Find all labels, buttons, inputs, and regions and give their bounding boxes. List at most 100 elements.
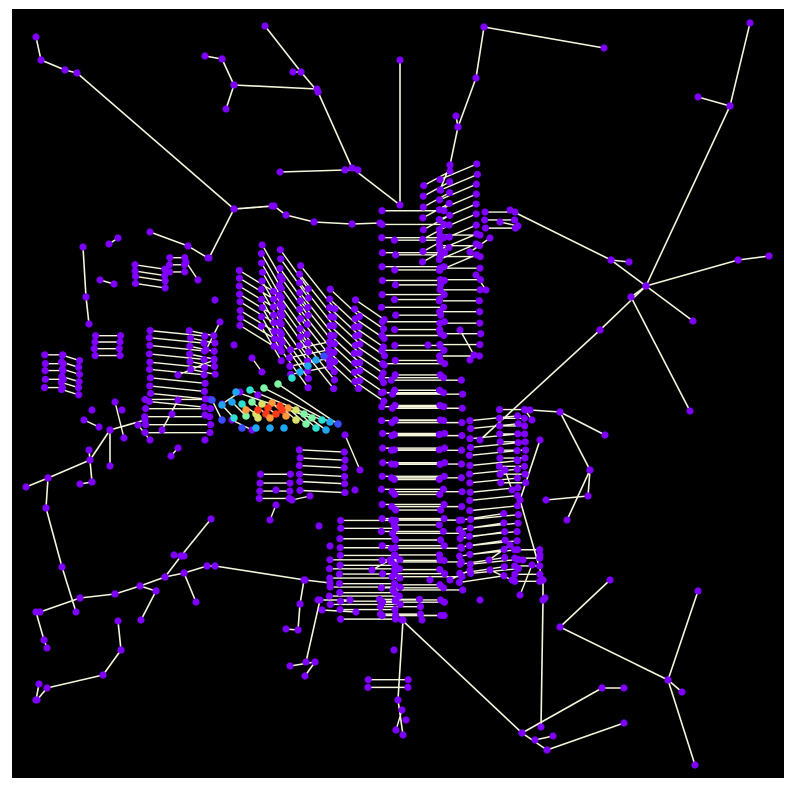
node: [296, 477, 304, 486]
node: [326, 285, 334, 293]
node: [472, 200, 480, 208]
node: [111, 398, 119, 406]
node: [420, 182, 428, 190]
edge: [645, 259, 739, 287]
node: [501, 553, 509, 562]
edge: [299, 579, 305, 605]
node: [257, 322, 266, 330]
node: [320, 352, 328, 360]
node: [313, 85, 321, 93]
node: [36, 608, 44, 616]
node: [292, 416, 300, 424]
node: [296, 486, 304, 494]
edge: [238, 285, 274, 308]
node: [435, 206, 444, 214]
node: [114, 234, 122, 242]
node: [282, 412, 290, 420]
node: [146, 327, 154, 335]
node: [211, 296, 219, 304]
node: [500, 545, 508, 554]
node: [514, 430, 522, 438]
node: [252, 424, 260, 432]
edge: [149, 361, 205, 369]
node: [391, 356, 399, 365]
node: [327, 313, 335, 321]
node: [35, 680, 43, 688]
node: [88, 478, 96, 486]
node: [268, 202, 276, 210]
node: [418, 616, 426, 624]
node: [105, 240, 113, 248]
edge: [233, 84, 318, 90]
node: [203, 562, 211, 570]
node: [330, 385, 338, 393]
node: [246, 386, 254, 394]
node: [472, 210, 480, 218]
edge: [470, 558, 519, 565]
node: [600, 44, 608, 52]
node: [111, 590, 119, 598]
node: [446, 189, 454, 197]
node: [88, 406, 96, 414]
node: [481, 216, 489, 224]
node: [378, 472, 386, 480]
node: [459, 586, 467, 594]
edge: [470, 423, 519, 430]
node: [477, 330, 485, 338]
node: [114, 617, 122, 625]
node: [75, 391, 83, 399]
node: [200, 339, 208, 347]
node: [326, 542, 334, 550]
node: [351, 377, 359, 386]
node: [336, 535, 344, 543]
node: [541, 594, 549, 602]
node: [556, 408, 564, 416]
node: [146, 228, 154, 236]
edge: [630, 296, 691, 412]
node: [304, 303, 312, 312]
edge: [422, 181, 450, 197]
node: [375, 595, 384, 603]
node: [379, 570, 387, 578]
node: [302, 658, 310, 666]
node: [201, 52, 209, 60]
node: [187, 365, 195, 373]
node: [511, 570, 519, 578]
node: [391, 535, 399, 543]
node: [446, 178, 454, 186]
node: [180, 552, 188, 560]
node: [476, 308, 484, 316]
edge: [470, 441, 519, 449]
node: [266, 414, 274, 422]
node: [495, 414, 504, 422]
node: [297, 68, 305, 76]
node: [41, 366, 49, 375]
node: [435, 446, 443, 454]
node: [340, 464, 348, 472]
edge: [475, 26, 485, 79]
node: [508, 576, 516, 584]
node: [57, 385, 66, 394]
node: [377, 527, 385, 536]
edge: [260, 316, 283, 352]
node: [521, 446, 530, 454]
edge: [529, 409, 561, 413]
node: [147, 389, 155, 398]
node: [516, 591, 524, 599]
node: [296, 325, 304, 333]
edge: [737, 255, 770, 261]
node: [318, 606, 326, 614]
node: [445, 221, 453, 229]
edge: [279, 331, 309, 372]
node: [418, 258, 427, 266]
node: [248, 354, 256, 362]
node: [435, 386, 444, 394]
edge: [355, 344, 385, 366]
node: [350, 368, 359, 376]
edge: [149, 400, 205, 408]
node: [211, 562, 219, 570]
node: [526, 406, 534, 414]
node: [40, 636, 48, 644]
edge: [566, 469, 591, 521]
node: [391, 371, 399, 379]
